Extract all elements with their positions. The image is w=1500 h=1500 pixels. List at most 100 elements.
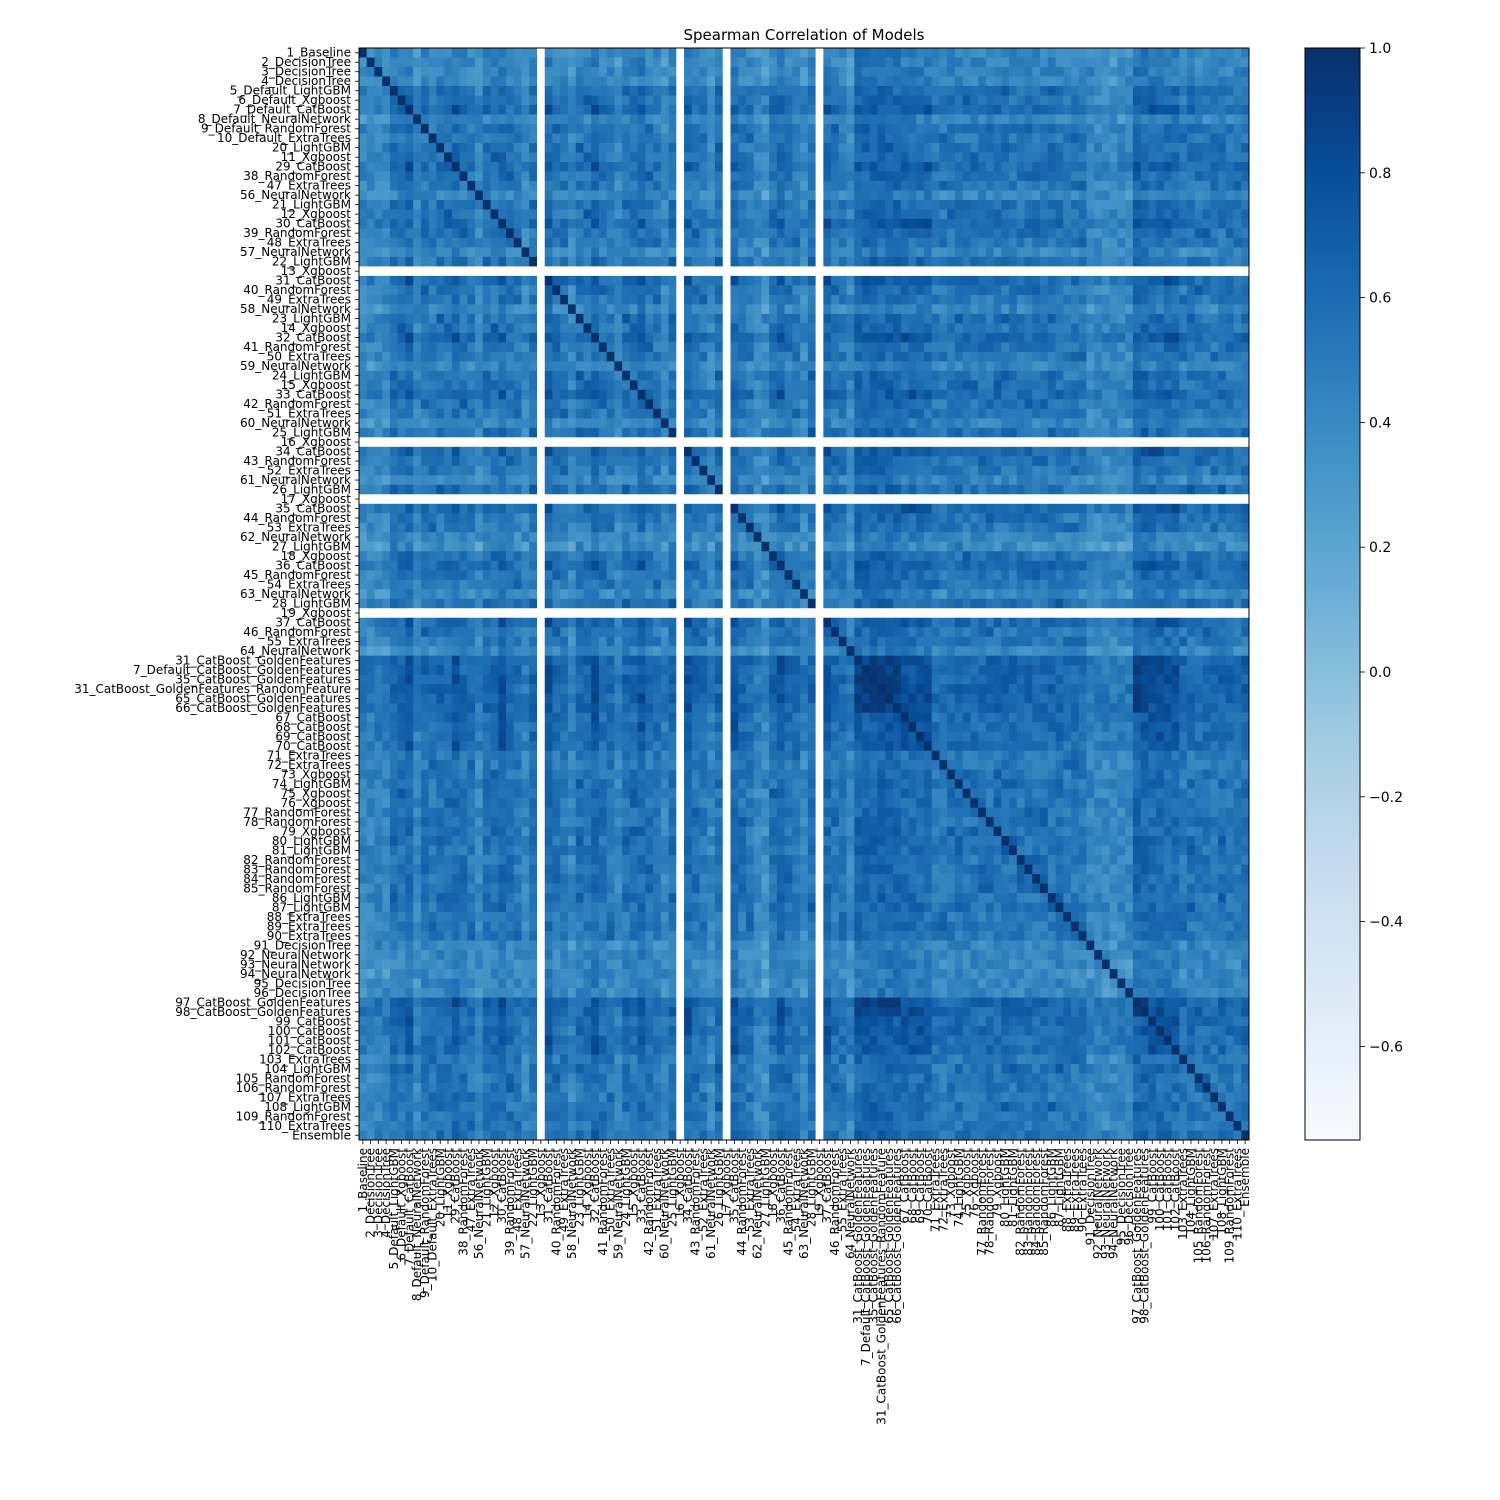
heatmap-cell bbox=[583, 437, 592, 448]
heatmap-cell bbox=[954, 142, 963, 153]
heatmap-cell bbox=[575, 380, 584, 391]
heatmap-cell bbox=[962, 237, 971, 248]
heatmap-cell bbox=[482, 332, 491, 343]
heatmap-cell bbox=[629, 57, 638, 68]
heatmap-cell bbox=[1187, 313, 1196, 324]
heatmap-cell bbox=[420, 351, 429, 362]
heatmap-cell bbox=[552, 389, 561, 400]
heatmap-cell bbox=[1094, 48, 1103, 58]
heatmap-cell bbox=[1047, 380, 1056, 391]
heatmap-cell bbox=[707, 237, 716, 248]
heatmap-cell bbox=[939, 123, 948, 134]
heatmap-cell bbox=[1194, 199, 1203, 210]
heatmap-cell bbox=[614, 152, 623, 163]
heatmap-cell bbox=[699, 48, 708, 58]
heatmap-cell bbox=[916, 48, 925, 58]
heatmap-cell bbox=[389, 446, 399, 457]
heatmap-cell bbox=[1009, 133, 1018, 144]
heatmap-cell bbox=[838, 152, 847, 163]
heatmap-cell bbox=[715, 228, 724, 239]
heatmap-cell bbox=[482, 133, 491, 144]
heatmap-cell bbox=[722, 76, 731, 87]
heatmap-cell bbox=[877, 171, 886, 182]
heatmap-cell bbox=[591, 266, 600, 277]
heatmap-cell bbox=[923, 351, 933, 362]
heatmap-cell bbox=[877, 66, 886, 77]
heatmap-cell bbox=[382, 57, 391, 68]
heatmap-cell bbox=[382, 275, 391, 286]
heatmap-cell bbox=[1140, 76, 1149, 87]
heatmap-cell bbox=[1194, 114, 1203, 125]
heatmap-cell bbox=[653, 133, 662, 144]
heatmap-cell bbox=[784, 437, 793, 448]
heatmap-cell bbox=[428, 209, 437, 220]
heatmap-cell bbox=[962, 85, 971, 96]
heatmap-cell bbox=[885, 380, 894, 391]
heatmap-cell bbox=[1024, 361, 1033, 372]
heatmap-cell bbox=[428, 95, 437, 106]
heatmap-cell bbox=[1086, 323, 1095, 334]
heatmap-cell bbox=[567, 114, 577, 125]
heatmap-cell bbox=[1024, 427, 1033, 438]
heatmap-cell bbox=[1241, 85, 1250, 96]
heatmap-cell bbox=[877, 323, 886, 334]
heatmap-cell bbox=[753, 142, 762, 153]
heatmap-cell bbox=[939, 199, 948, 210]
heatmap-cell bbox=[1187, 228, 1196, 239]
heatmap-cell bbox=[490, 161, 499, 172]
heatmap-cell bbox=[1233, 199, 1242, 210]
heatmap-cell bbox=[1001, 380, 1010, 391]
heatmap-cell bbox=[475, 456, 484, 467]
heatmap-cell bbox=[513, 76, 522, 87]
heatmap-cell bbox=[846, 313, 855, 324]
heatmap-cell bbox=[978, 161, 987, 172]
heatmap-cell bbox=[985, 304, 994, 315]
heatmap-cell bbox=[1202, 437, 1211, 448]
heatmap-cell bbox=[1063, 57, 1072, 68]
heatmap-cell bbox=[738, 104, 747, 115]
heatmap-cell bbox=[761, 427, 770, 438]
heatmap-cell bbox=[1202, 218, 1211, 229]
heatmap-cell bbox=[459, 380, 468, 391]
heatmap-cell bbox=[366, 418, 375, 429]
heatmap-cell bbox=[583, 313, 592, 324]
heatmap-cell bbox=[498, 266, 507, 277]
heatmap-cell bbox=[1040, 228, 1049, 239]
heatmap-cell bbox=[668, 95, 677, 106]
heatmap-cell bbox=[699, 57, 708, 68]
heatmap-cell bbox=[715, 218, 724, 229]
heatmap-cell bbox=[869, 408, 878, 419]
heatmap-cell bbox=[1225, 342, 1234, 353]
heatmap-cell bbox=[413, 123, 422, 134]
heatmap-cell bbox=[1148, 304, 1157, 315]
heatmap-cell bbox=[1001, 152, 1010, 163]
heatmap-cell bbox=[715, 361, 724, 372]
heatmap-cell bbox=[413, 142, 422, 153]
heatmap-cell bbox=[575, 304, 584, 315]
heatmap-cell bbox=[405, 199, 414, 210]
heatmap-cell bbox=[575, 456, 584, 467]
heatmap-cell bbox=[521, 142, 530, 153]
heatmap-cell bbox=[560, 370, 569, 381]
heatmap-cell bbox=[1094, 152, 1103, 163]
heatmap-cell bbox=[1194, 370, 1203, 381]
heatmap-cell bbox=[970, 114, 979, 125]
heatmap-cell bbox=[869, 104, 878, 115]
heatmap-cell bbox=[869, 256, 878, 267]
heatmap-cell bbox=[722, 437, 731, 448]
heatmap-cell bbox=[645, 285, 654, 296]
heatmap-cell bbox=[1225, 332, 1234, 343]
heatmap-cell bbox=[846, 285, 855, 296]
heatmap-cell bbox=[1140, 437, 1149, 448]
heatmap-cell bbox=[591, 95, 600, 106]
heatmap-cell bbox=[482, 247, 491, 258]
heatmap-cell bbox=[1101, 285, 1111, 296]
heatmap-cell bbox=[1009, 380, 1018, 391]
heatmap-cell bbox=[397, 266, 406, 277]
heatmap-cell bbox=[405, 351, 414, 362]
heatmap-cell bbox=[374, 247, 383, 258]
heatmap-cell bbox=[1194, 389, 1203, 400]
heatmap-cell bbox=[1218, 408, 1227, 419]
heatmap-cell bbox=[405, 266, 414, 277]
heatmap-cell bbox=[506, 294, 515, 305]
